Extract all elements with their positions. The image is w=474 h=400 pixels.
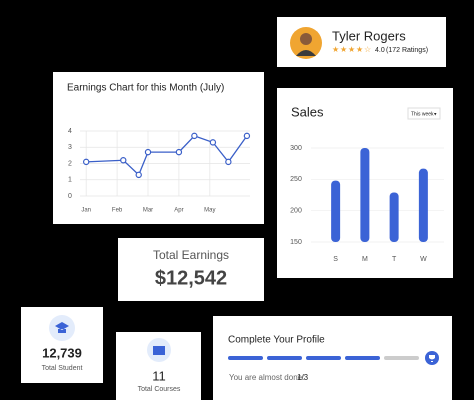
earnings-label: Total Earnings (153, 248, 229, 262)
earnings-value: $12,542 (155, 267, 227, 289)
courses-label: Total Courses (138, 386, 181, 393)
bar-chart: 150 200 250 300 S M T W (290, 145, 444, 263)
y-tick-label: 150 (290, 239, 302, 246)
stars: ★ ★ ★ ★ ☆ (332, 45, 371, 54)
y-tick-label: 1 (68, 177, 72, 184)
star: ★ (356, 45, 363, 54)
x-tick-label: Apr (174, 208, 183, 214)
rating: 4.0 (375, 47, 385, 54)
y-tick-label: 300 (290, 145, 302, 152)
bar (389, 192, 399, 242)
star: ★ (340, 45, 347, 54)
x-tick-label: W (420, 256, 427, 263)
x-tick-label: Jan (81, 208, 91, 214)
bar (360, 148, 370, 242)
period-label[interactable]: This week (411, 111, 434, 117)
avatar-head (300, 33, 312, 45)
avatar-body (296, 50, 316, 56)
point (243, 132, 251, 140)
y-tick-label: 4 (68, 128, 72, 135)
y-tick-label: 250 (290, 176, 302, 183)
point (191, 132, 198, 140)
ratings-count: (172 Ratings) (386, 47, 428, 54)
task-progress: 1/3 (297, 373, 309, 382)
dropdown-arrow[interactable]: ▾ (434, 111, 437, 117)
x-tick-label: M (362, 256, 368, 263)
x-tick-label: May (204, 208, 215, 214)
chart-title: Earnings Chart for this Month (July) (67, 83, 224, 94)
students-icon (55, 322, 69, 333)
courses-value: 11 (152, 368, 166, 383)
progress-segment (267, 356, 302, 360)
star: ★ (348, 45, 355, 54)
point (175, 148, 183, 156)
x-tick-label: Mar (143, 208, 153, 214)
progress-segment (384, 356, 419, 360)
students-label: Total Student (42, 365, 83, 372)
bar (331, 180, 341, 242)
task-note: You are almost done: (229, 373, 304, 382)
courses-icon (153, 346, 165, 355)
earnings-total-card (118, 238, 264, 301)
y-tick-label: 2 (68, 160, 72, 167)
point (82, 158, 90, 166)
progress-segment (306, 356, 341, 360)
students-value: 12,739 (42, 345, 82, 360)
star: ★ (332, 45, 339, 54)
y-tick-label: 3 (68, 144, 72, 151)
task-title: Complete Your Profile (228, 335, 325, 346)
trophy-shape (429, 355, 435, 362)
earnings-card (53, 72, 264, 224)
point (135, 171, 142, 179)
point (209, 139, 217, 146)
x-tick-label: T (392, 256, 397, 263)
x-tick-label: S (333, 256, 338, 263)
period-select[interactable] (407, 107, 441, 120)
profile-name: Tyler Rogers (332, 28, 406, 43)
point (120, 157, 127, 164)
chart-title: Sales (291, 104, 324, 119)
progress-segment (345, 356, 380, 360)
line-chart: 0 1 2 3 4 Jan Feb Mar Apr May (68, 128, 251, 214)
bar (418, 168, 428, 242)
point (225, 158, 232, 166)
star: ☆ (364, 45, 371, 54)
point (144, 148, 152, 156)
y-tick-label: 0 (68, 193, 72, 200)
y-tick-label: 200 (290, 208, 302, 215)
x-tick-label: Feb (112, 208, 123, 214)
progress-segment (228, 356, 263, 360)
